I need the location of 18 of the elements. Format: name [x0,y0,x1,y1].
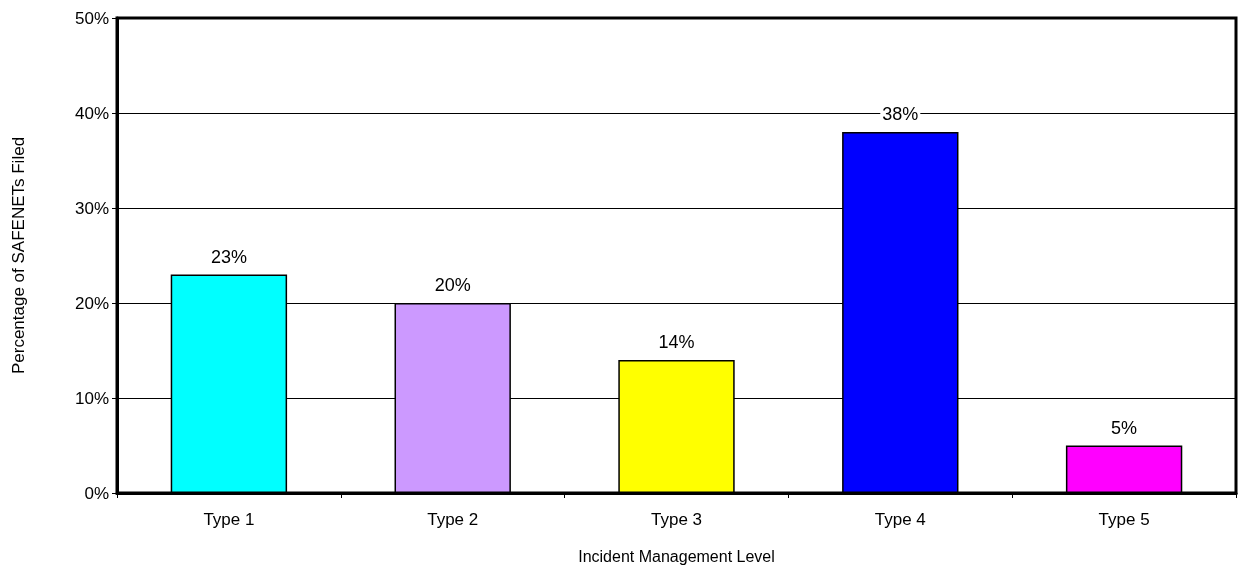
y-tick-label: 10% [74,388,109,408]
data-label: 14% [658,332,695,352]
x-tick-label: Type 3 [650,510,703,529]
data-label: 5% [1111,417,1138,438]
x-tick-label: Type 1 [203,510,255,529]
data-label: 20% [434,275,471,295]
y-tick-label: 50% [74,8,109,28]
y-tick-label: 20% [74,293,109,313]
x-tick-label: Type 4 [874,510,926,529]
x-tick-label: Type 5 [1098,510,1150,529]
x-axis-title: Incident Management Level [578,547,775,565]
x-tick-label: Type 2 [427,510,479,529]
data-label: 23% [210,246,247,267]
data-label: 38% [882,104,919,124]
y-axis-title: Percentage of SAFENETs Filed [9,136,28,375]
y-tick-label: 30% [74,198,109,218]
y-tick-label: 40% [74,103,109,123]
y-tick-label: 0% [84,483,109,503]
